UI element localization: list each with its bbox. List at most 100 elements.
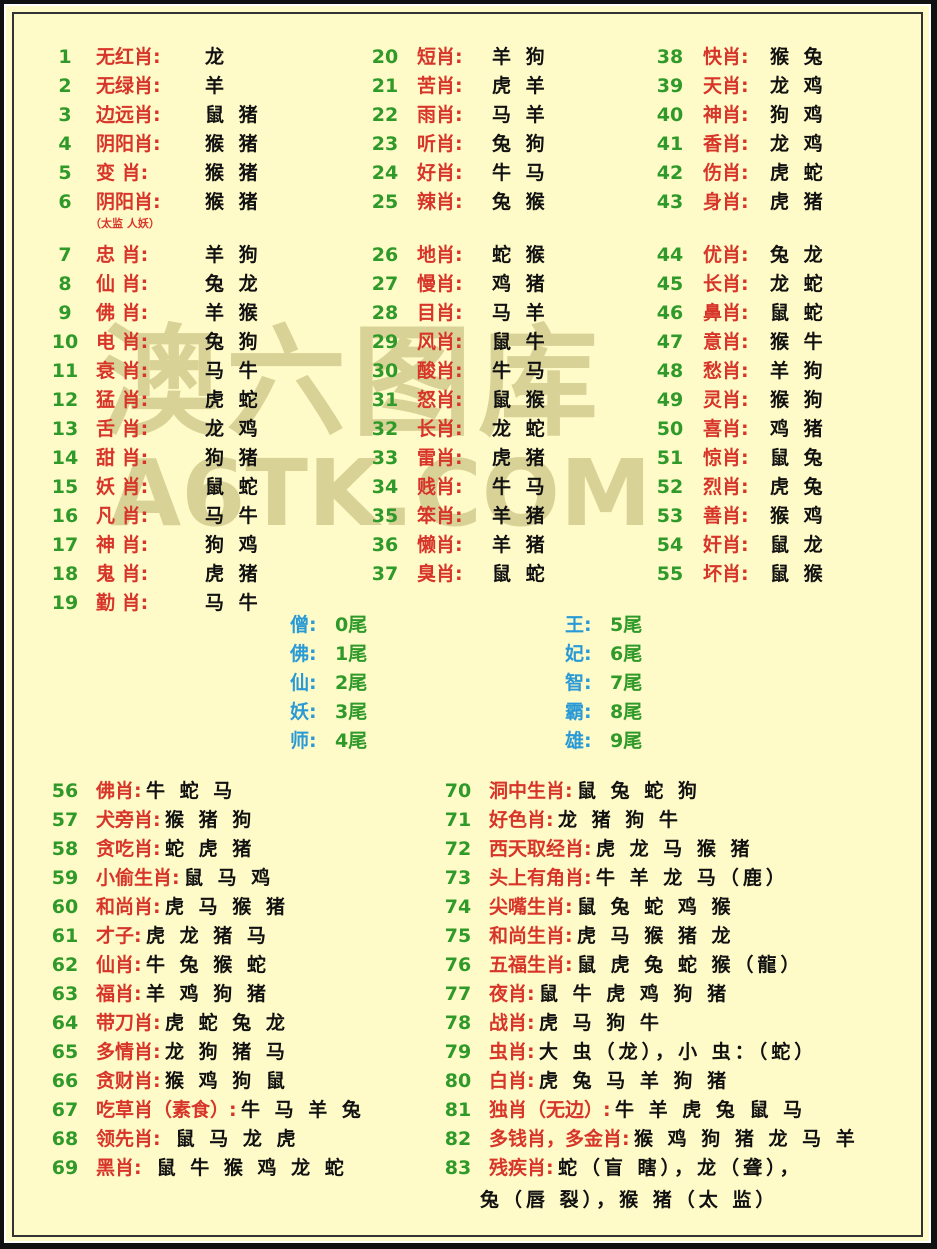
- tail-value: 0尾: [335, 614, 368, 636]
- entry-number: 43: [656, 191, 684, 213]
- entry-value: 鸡 猪: [492, 273, 549, 295]
- entry-label: 才子:: [96, 925, 142, 947]
- entry-value: 马 羊: [492, 104, 549, 126]
- entry-label: 佛 肖:: [96, 302, 149, 324]
- entry-value: 龙: [205, 46, 229, 68]
- entry-label: 雷肖:: [417, 447, 463, 469]
- entry-number: 59: [51, 867, 79, 889]
- entry-number: 69: [51, 1157, 79, 1179]
- entry-number: 1: [58, 46, 72, 68]
- entry-number: 32: [371, 418, 399, 440]
- entry-number: 51: [656, 447, 684, 469]
- entry-label: 领先肖:: [96, 1128, 161, 1150]
- entry-number: 78: [444, 1012, 472, 1034]
- entry-value: 鼠 蛇: [205, 476, 262, 498]
- entry-label: 甜 肖:: [96, 447, 149, 469]
- entry-value: 龙 狗 猪 马: [165, 1041, 289, 1063]
- entry-number: 49: [656, 389, 684, 411]
- frame: [4, 4, 931, 1243]
- entry-number: 30: [371, 360, 399, 382]
- entry-number: 10: [51, 331, 79, 353]
- entry-number: 8: [58, 273, 72, 295]
- entry-number: 33: [371, 447, 399, 469]
- entry-label: 短肖:: [417, 46, 463, 68]
- entry-label: 猛 肖:: [96, 389, 149, 411]
- entry-number: 55: [656, 563, 684, 585]
- entry-value: 羊 鸡 狗 猪: [146, 983, 270, 1005]
- entry-value: 鼠 猴: [492, 389, 549, 411]
- entry-label: 香肖:: [703, 133, 749, 155]
- watermark-title: 澳六图库: [100, 314, 604, 453]
- entry-label: 白肖:: [489, 1070, 535, 1092]
- entry-value: 羊 狗: [205, 244, 262, 266]
- entry-label: 和尚肖:: [96, 896, 161, 918]
- entry-label: 坏肖:: [703, 563, 749, 585]
- entry-label: 长肖:: [417, 418, 463, 440]
- entry-label: 衰 肖:: [96, 360, 149, 382]
- entry-value: 狗 鸡: [205, 534, 262, 556]
- entry-label: 勤 肖:: [96, 592, 149, 614]
- entry-value: 猴 猪: [205, 191, 262, 213]
- entry-label: 无红肖:: [96, 46, 161, 68]
- entry-value: 猴 猪 狗: [165, 809, 256, 831]
- entry-value: 鼠 马 龙 虎: [165, 1128, 300, 1150]
- entry-number: 37: [371, 563, 399, 585]
- entry-label: 和尚生肖:: [489, 925, 573, 947]
- entry-label: 贪财肖:: [96, 1070, 161, 1092]
- entry-value: 猴 鸡: [770, 505, 827, 527]
- entry-label: 雨肖:: [417, 104, 463, 126]
- entry-label: 多钱肖，多金肖:: [489, 1128, 630, 1150]
- entry-number: 4: [58, 133, 72, 155]
- entry-label: 听肖:: [417, 133, 463, 155]
- entry-value: 虎 龙 猪 马: [146, 925, 270, 947]
- entry-label: 电 肖:: [96, 331, 149, 353]
- entry-label: 善肖:: [703, 505, 749, 527]
- entry-label: 小偷生肖:: [96, 867, 180, 889]
- entry-value: 牛 兔 猴 蛇: [146, 954, 270, 976]
- entry-label: 吃草肖（素食）:: [96, 1099, 237, 1121]
- entry-number: 48: [656, 360, 684, 382]
- entry-number: 16: [51, 505, 79, 527]
- entry-label: 头上有角肖:: [489, 867, 592, 889]
- entry-number: 35: [371, 505, 399, 527]
- entry-label: 变 肖:: [96, 162, 149, 184]
- entry-number: 82: [444, 1128, 472, 1150]
- entry-label: 天肖:: [703, 75, 749, 97]
- entry-value: 鼠 兔 蛇 鸡 猴: [577, 896, 735, 918]
- entry-value: 猴 牛: [770, 331, 827, 353]
- entry-number: 57: [51, 809, 79, 831]
- entry-value: 虎 猪: [770, 191, 827, 213]
- entry-number: 18: [51, 563, 79, 585]
- entry-value: 羊: [205, 75, 229, 97]
- entry-value: 马 羊: [492, 302, 549, 324]
- entry-number: 81: [444, 1099, 472, 1121]
- entry-value: 狗 鸡: [770, 104, 827, 126]
- entry-label: 带刀肖:: [96, 1012, 161, 1034]
- entry-number: 20: [371, 46, 399, 68]
- entry-value: 鼠 马 鸡: [184, 867, 275, 889]
- entry-label: 慢肖:: [417, 273, 463, 295]
- tail-label: 王:: [565, 614, 592, 636]
- entry-number: 61: [51, 925, 79, 947]
- entry-label: 辣肖:: [417, 191, 463, 213]
- entry-value: 鼠 龙: [770, 534, 827, 556]
- entry-label: 苦肖:: [417, 75, 463, 97]
- entry-number: 56: [51, 780, 79, 802]
- entry-number: 19: [51, 592, 79, 614]
- entry-label: 伤肖:: [703, 162, 749, 184]
- inner-frame: [12, 12, 923, 1237]
- entry-number: 44: [656, 244, 684, 266]
- entry-label: 神 肖:: [96, 534, 149, 556]
- entry-label: 懒肖:: [417, 534, 463, 556]
- tail-label: 僧:: [290, 614, 317, 636]
- tail-value: 7尾: [610, 672, 643, 694]
- entry-label: 鼻肖:: [703, 302, 749, 324]
- entry-number: 3: [58, 104, 72, 126]
- entry-number: 11: [51, 360, 79, 382]
- entry-label: 优肖:: [703, 244, 749, 266]
- entry-number: 7: [58, 244, 72, 266]
- entry-number: 47: [656, 331, 684, 353]
- entry-label: 惊肖:: [703, 447, 749, 469]
- tail-value: 6尾: [610, 643, 643, 665]
- entry-label: 烈肖:: [703, 476, 749, 498]
